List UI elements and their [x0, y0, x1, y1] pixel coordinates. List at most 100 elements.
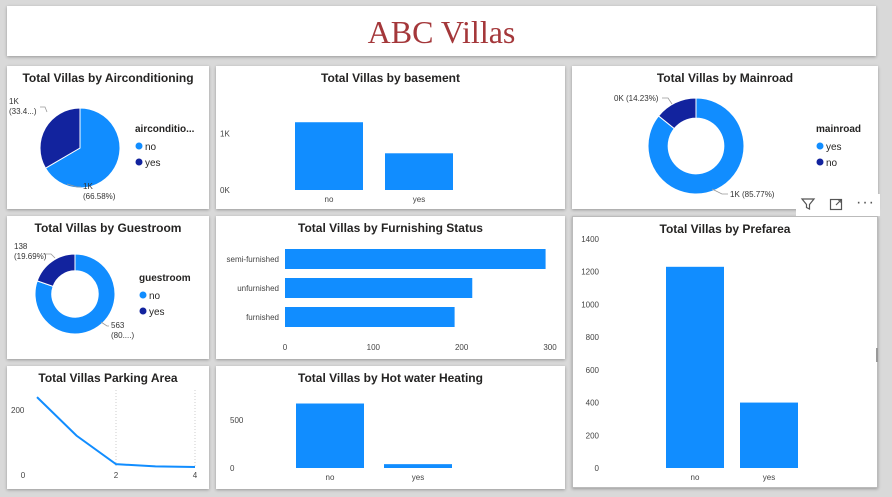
legend-marker-yes: [139, 307, 147, 315]
focus-mode-icon[interactable]: [828, 196, 844, 215]
chart-title-parking: Total Villas Parking Area: [38, 371, 178, 385]
bar-semi-furnished[interactable]: [285, 249, 546, 269]
bar-yes[interactable]: [740, 402, 798, 468]
chart-title-furnishing: Total Villas by Furnishing Status: [298, 221, 483, 235]
chart-canvas: 0 2 4 200: [11, 390, 198, 480]
y-tick-label: 400: [586, 399, 600, 408]
legend-item-no: no: [149, 291, 161, 302]
data-label-yes: 138: [14, 242, 28, 251]
leader-line: [662, 97, 673, 105]
data-label-no: (66.58%): [83, 192, 116, 201]
y-tick-label: 1400: [581, 235, 599, 244]
bar-yes[interactable]: [385, 153, 453, 190]
leader-line: [100, 321, 109, 327]
bar-furnished[interactable]: [285, 307, 455, 327]
legend-item-yes: yes: [826, 142, 842, 153]
x-tick-label: 200: [455, 343, 469, 352]
chart-mainroad[interactable]: Total Villas by Mainroad 1K (85.77%) 0K (…: [572, 66, 878, 209]
series-line[interactable]: [36, 396, 196, 468]
legend-marker-no: [139, 291, 147, 299]
data-label-yes: 1K: [9, 97, 19, 106]
leader-line: [711, 188, 728, 195]
visual-header-toolbar: ···: [796, 194, 880, 216]
leader-line: [43, 253, 56, 259]
bar-no[interactable]: [295, 122, 363, 190]
pie-slice-no[interactable]: [44, 107, 121, 189]
x-tick-label: 2: [114, 471, 119, 480]
more-options-icon[interactable]: ···: [856, 194, 875, 211]
chart-canvas: 0K 1K no yes: [220, 122, 453, 204]
chart-basement[interactable]: Total Villas by basement 0K 1K no yes: [216, 66, 565, 209]
chart-canvas: 563(80....) 138(19.69%) guestroom no yes: [14, 242, 191, 340]
bar-unfurnished[interactable]: [285, 278, 473, 298]
data-label-no: 0K (14.23%): [614, 94, 659, 103]
pie-slice-yes[interactable]: [36, 253, 76, 288]
x-tick-label: 4: [193, 471, 198, 480]
report-title: ABC Villas: [367, 14, 516, 50]
pie-slice-no[interactable]: [657, 97, 697, 130]
chart-hot-water-heating[interactable]: Total Villas by Hot water Heating 0 500 no…: [216, 366, 565, 489]
bar-no[interactable]: [666, 266, 724, 468]
pie-slice-yes[interactable]: [39, 107, 81, 169]
chart-canvas: 0 500 no yes: [230, 403, 452, 482]
legend-title: guestroom: [139, 273, 191, 284]
data-label-yes: 1K (85.77%): [730, 190, 775, 199]
y-tick-label: 0: [595, 464, 600, 473]
y-tick-label-semi-furnished: semi-furnished: [227, 255, 279, 264]
chart-canvas: semi-furnished unfurnished furnished 0 100 20…: [227, 249, 557, 352]
y-tick-label: 1000: [581, 300, 599, 309]
y-tick-label-unfurnished: unfurnished: [237, 284, 279, 293]
chart-guestroom[interactable]: Total Villas by Guestroom 563 (80....) 138…: [7, 216, 209, 359]
data-label-no: 1K: [83, 182, 93, 191]
legend-item-no: no: [145, 142, 157, 153]
chart-canvas: 0 200 400 600 800 1000 1200 1400 no yes: [581, 235, 798, 482]
pie-slice-yes[interactable]: [647, 97, 745, 195]
legend-title: mainroad: [816, 124, 861, 135]
legend-marker-no: [816, 158, 824, 166]
legend-item-yes: yes: [145, 158, 161, 169]
chart-furnishing-status[interactable]: Total Villas by Furnishing Status semi-f…: [216, 216, 565, 359]
y-tick-label: 800: [586, 333, 600, 342]
chart-parking-area[interactable]: Total Villas Parking Area 0 2 4 200: [7, 366, 209, 489]
data-label-no: 563: [111, 321, 125, 330]
x-tick-label: 100: [367, 343, 381, 352]
legend-item-no: no: [826, 158, 838, 169]
y-tick-label: 1200: [581, 268, 599, 277]
data-label-yes: (33.4...): [9, 107, 37, 116]
data-label-no: (80....): [111, 331, 134, 340]
y-tick-label: 1K: [220, 130, 230, 139]
x-tick-label-yes: yes: [763, 473, 775, 482]
x-tick-label-yes: yes: [413, 195, 425, 204]
chart-airconditioning[interactable]: Total Villas by Airconditioning 1K (66.58…: [7, 66, 209, 209]
leader-line: [40, 106, 48, 113]
y-tick-label: 600: [586, 366, 600, 375]
x-tick-label-no: no: [326, 473, 335, 482]
y-tick-label: 0: [230, 464, 235, 473]
chart-prefarea[interactable]: Total Villas by Prefarea 0 200 400 600 800 10…: [572, 216, 878, 488]
chart-title-prefarea: Total Villas by Prefarea: [659, 222, 791, 236]
chart-title-airconditioning: Total Villas by Airconditioning: [22, 71, 194, 85]
bar-no[interactable]: [296, 403, 364, 468]
legend-marker-yes: [135, 158, 143, 166]
data-label-yes: (19.69%): [14, 252, 47, 261]
x-tick-label: 0: [283, 343, 288, 352]
y-tick-label: 200: [586, 431, 600, 440]
report-title-bar: ABC Villas: [7, 6, 876, 56]
chart-title-guestroom: Total Villas by Guestroom: [34, 221, 182, 235]
chart-canvas: 1K (85.77%) 0K (14.23%) mainroad yes no: [614, 94, 861, 199]
y-tick-label: 200: [11, 406, 25, 415]
scroll-handle[interactable]: [876, 348, 878, 362]
pie-slice-no[interactable]: [34, 253, 116, 335]
chart-title-mainroad: Total Villas by Mainroad: [656, 71, 794, 85]
chart-title-hotwater: Total Villas by Hot water Heating: [298, 371, 483, 385]
legend-marker-no: [135, 142, 143, 150]
y-tick-label: 0K: [220, 186, 230, 195]
bar-yes[interactable]: [384, 464, 452, 468]
y-tick-label: 500: [230, 416, 244, 425]
leader-line: [66, 183, 81, 188]
legend-marker-yes: [816, 142, 824, 150]
filter-icon[interactable]: [800, 196, 816, 215]
x-tick-label-no: no: [325, 195, 334, 204]
legend-item-yes: yes: [149, 307, 165, 318]
